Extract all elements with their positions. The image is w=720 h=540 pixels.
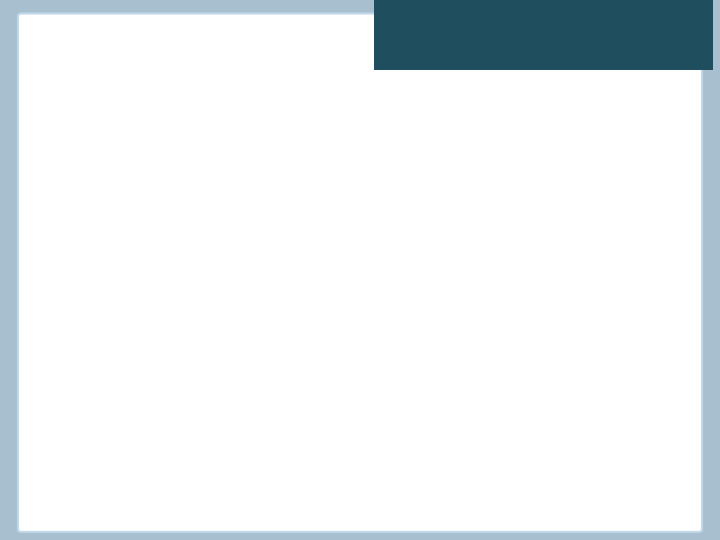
Text: - extends from palate to: - extends from palate to <box>354 322 613 341</box>
Text: Palatopharyngeal arch: Palatopharyngeal arch <box>139 424 403 444</box>
Text: ↶: ↶ <box>102 322 120 341</box>
Text: - extends from palate: - extends from palate <box>403 425 636 444</box>
Text: – anterior portion of mouth’s roof;: – anterior portion of mouth’s roof; <box>222 120 602 143</box>
Text: to pharyngeal wall posterior to palatine tonsil: to pharyngeal wall posterior to palatine… <box>148 457 634 476</box>
Text: formed by two muscular arches:: formed by two muscular arches: <box>89 250 442 272</box>
Text: – posterior portion of mouth's roof;: – posterior portion of mouth's roof; <box>210 218 600 240</box>
Text: formed by maxillae and palatine bones: formed by maxillae and palatine bones <box>89 152 513 174</box>
Text: tongue anterior to palatine tonsils: tongue anterior to palatine tonsils <box>148 354 510 373</box>
Text: ↶: ↶ <box>102 425 120 444</box>
Text: ↶: ↶ <box>42 120 60 143</box>
Text: Palate: Palate <box>49 43 176 77</box>
Text: Hard palate: Hard palate <box>79 120 222 143</box>
Text: Soft palate: Soft palate <box>79 218 210 240</box>
Text: Palatoglossal arch: Palatoglossal arch <box>139 322 354 342</box>
Text: ↶: ↶ <box>42 218 60 240</box>
